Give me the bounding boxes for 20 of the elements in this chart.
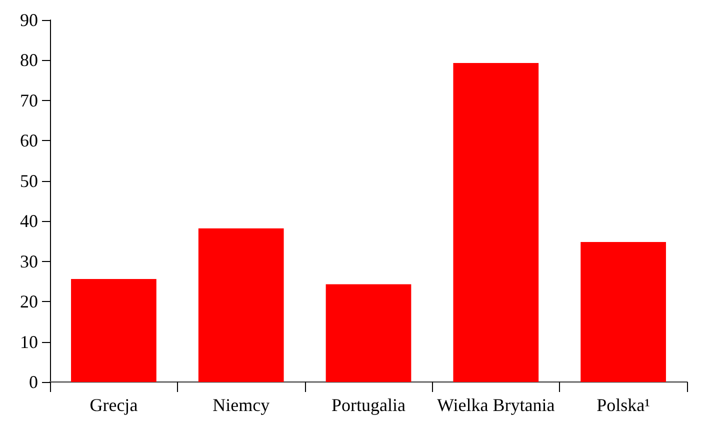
- x-tick-label: Portugalia: [332, 395, 406, 415]
- x-tick-label: Grecja: [90, 395, 138, 415]
- y-tick-label: 80: [20, 50, 38, 70]
- y-tick-label: 30: [20, 251, 38, 272]
- y-tick-label: 20: [20, 292, 38, 312]
- y-tick-label: 40: [20, 211, 38, 232]
- bar: [580, 242, 666, 382]
- bar: [198, 228, 284, 382]
- y-tick-label: 10: [20, 332, 38, 352]
- y-tick-label: 0: [29, 372, 38, 392]
- y-tick-label: 60: [20, 130, 38, 151]
- x-tick-label: Wielka Brytania: [437, 395, 555, 415]
- x-tick-label: Polska¹: [596, 395, 650, 415]
- x-tick-label: Niemcy: [212, 395, 270, 415]
- bar: [326, 284, 412, 382]
- bar: [71, 279, 156, 382]
- y-tick-label: 70: [20, 90, 38, 110]
- y-tick-label: 50: [20, 170, 38, 191]
- bar: [453, 63, 539, 382]
- y-tick-label: 90: [20, 10, 38, 30]
